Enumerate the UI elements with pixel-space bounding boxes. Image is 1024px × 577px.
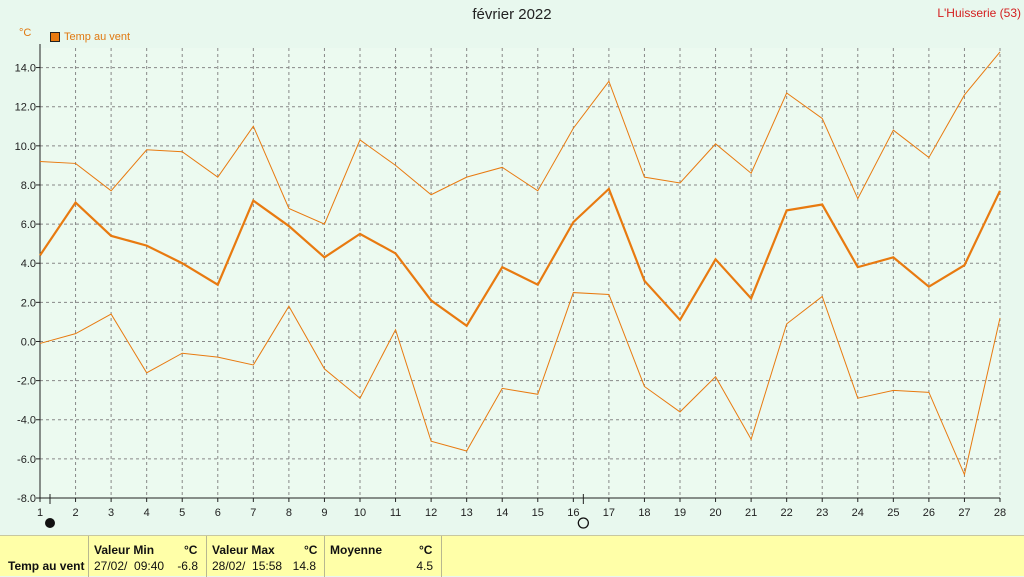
min-header: Valeur Min (94, 543, 154, 557)
x-tick-label: 9 (321, 507, 327, 519)
x-tick-label: 7 (250, 507, 256, 519)
station-name: L'Huisserie (53) (937, 6, 1021, 20)
x-tick-label: 25 (887, 507, 899, 519)
y-tick-label: 14.0 (15, 63, 36, 75)
max-value: 14.8 (293, 559, 316, 573)
y-tick-label: -8.0 (17, 493, 36, 505)
max-time: 28/02/ 15:58 (212, 559, 282, 573)
x-tick-label: 13 (461, 507, 473, 519)
stats-row-label: Temp au vent (8, 559, 84, 573)
chart: -8.0 -6.0 -4.0 -2.0 0.0 2.0 4.0 6.0 8.0 10.0 12.0 1… (0, 0, 1024, 535)
x-tick-label: 20 (709, 507, 721, 519)
min-value: -6.8 (177, 559, 198, 573)
x-tick-label: 14 (496, 507, 508, 519)
y-tick-label: -2.0 (17, 376, 36, 388)
x-tick-label: 10 (354, 507, 366, 519)
legend-label: Temp au vent (64, 31, 130, 43)
avg-unit: °C (419, 543, 432, 557)
y-tick-label: -4.0 (17, 415, 36, 427)
y-tick-label: 10.0 (15, 141, 36, 153)
x-tick-label: 16 (567, 507, 579, 519)
x-tick-label: 5 (179, 507, 185, 519)
plot-area (40, 48, 1000, 498)
x-tick-label: 27 (958, 507, 970, 519)
y-axis-unit: °C (19, 27, 31, 39)
x-tick-label: 21 (745, 507, 757, 519)
x-tick-label: 19 (674, 507, 686, 519)
y-tick-label: 0.0 (21, 336, 36, 348)
x-tick-label: 24 (852, 507, 864, 519)
x-tick-label: 4 (144, 507, 150, 519)
new-moon-icon (46, 519, 55, 528)
x-tick-label: 1 (37, 507, 43, 519)
x-tick-label: 22 (781, 507, 793, 519)
max-unit: °C (304, 543, 317, 557)
y-tick-label: -6.0 (17, 454, 36, 466)
y-tick-label: 12.0 (15, 102, 36, 114)
x-tick-label: 3 (108, 507, 114, 519)
x-tick-label: 23 (816, 507, 828, 519)
x-tick-label: 12 (425, 507, 437, 519)
y-tick-label: 4.0 (21, 258, 36, 270)
y-tick-label: 6.0 (21, 219, 36, 231)
avg-value: 4.5 (416, 559, 433, 573)
x-tick-label: 15 (532, 507, 544, 519)
x-tick-label: 28 (994, 507, 1006, 519)
x-tick-label: 11 (390, 507, 401, 519)
max-header: Valeur Max (212, 543, 275, 557)
stats-row-label-cell: Temp au vent (0, 536, 89, 577)
full-moon-icon (578, 518, 588, 528)
legend: Temp au vent (50, 31, 130, 43)
y-tick-label: 8.0 (21, 180, 36, 192)
min-time: 27/02/ 09:40 (94, 559, 164, 573)
x-tick-label: 6 (215, 507, 221, 519)
x-tick-label: 18 (638, 507, 650, 519)
min-unit: °C (184, 543, 197, 557)
chart-title: février 2022 (0, 6, 1024, 23)
legend-swatch (50, 32, 60, 42)
stats-max-cell: Valeur Max °C 28/02/ 15:58 14.8 (207, 536, 325, 577)
y-tick-label: 2.0 (21, 297, 36, 309)
x-tick-label: 2 (72, 507, 78, 519)
x-tick-label: 26 (923, 507, 935, 519)
stats-min-cell: Valeur Min °C 27/02/ 09:40 -6.8 (89, 536, 207, 577)
stats-table: Temp au vent Valeur Min °C 27/02/ 09:40 … (0, 535, 1024, 576)
x-tick-label: 17 (603, 507, 615, 519)
avg-header: Moyenne (330, 543, 382, 557)
stats-avg-cell: Moyenne °C 4.5 (325, 536, 442, 577)
x-tick-label: 8 (286, 507, 292, 519)
